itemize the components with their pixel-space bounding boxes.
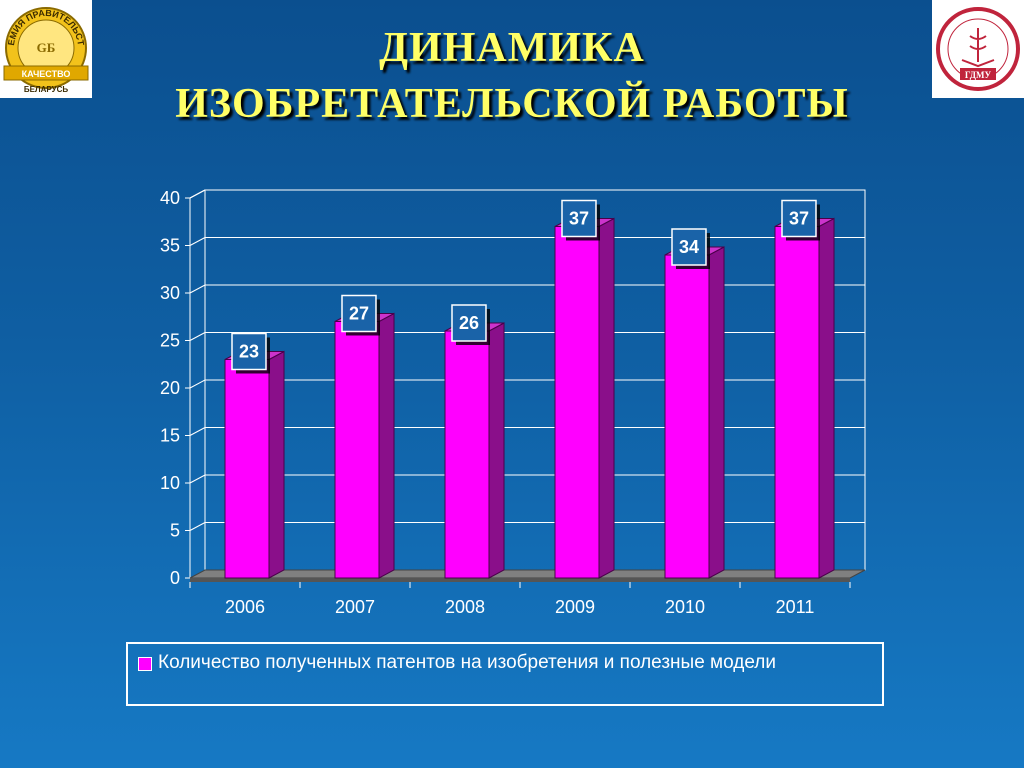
gridline-depth bbox=[189, 474, 206, 484]
x-tick-label: 2008 bbox=[445, 597, 485, 617]
gridline-depth bbox=[189, 522, 206, 531]
y-tick-label: 25 bbox=[160, 331, 180, 351]
gridline-depth bbox=[189, 284, 206, 294]
x-tick-label: 2007 bbox=[335, 597, 375, 617]
value-label: 23 bbox=[239, 342, 259, 362]
x-tick-label: 2010 bbox=[665, 597, 705, 617]
value-label: 37 bbox=[789, 209, 809, 229]
svg-text:GБ: GБ bbox=[37, 40, 56, 55]
bar-side bbox=[268, 350, 285, 579]
gridline-depth bbox=[189, 427, 206, 436]
gridline-depth bbox=[189, 237, 206, 246]
y-tick-label: 10 bbox=[160, 473, 180, 493]
value-label-box bbox=[451, 304, 487, 342]
bar-chart: 0 5 10 15 20 25 30 35 40 23 2006 27 2007 26 2008 37 2009… bbox=[160, 188, 866, 617]
y-tick-label: 20 bbox=[160, 378, 180, 398]
bar bbox=[664, 254, 710, 579]
value-label-box bbox=[231, 332, 267, 371]
y-tick-label: 0 bbox=[170, 568, 180, 588]
x-tick-label: 2009 bbox=[555, 597, 595, 617]
bar-side bbox=[598, 217, 615, 579]
value-label: 27 bbox=[349, 304, 369, 324]
legend-label: Количество полученных патентов на изобре… bbox=[158, 652, 776, 673]
y-tick-label: 5 bbox=[170, 521, 180, 541]
university-emblem: ГДМУ bbox=[932, 0, 1024, 98]
gridline-depth bbox=[189, 379, 206, 389]
value-label-box bbox=[671, 228, 707, 266]
value-label: 34 bbox=[679, 237, 699, 257]
value-label-box bbox=[781, 199, 817, 238]
value-label: 37 bbox=[569, 209, 589, 229]
x-tick-label: 2006 bbox=[225, 597, 265, 617]
bar bbox=[224, 359, 270, 579]
slide-title-line2: ИЗОБРЕТАТЕЛЬСКОЙ РАБОТЫ bbox=[175, 81, 849, 127]
chart-floor bbox=[189, 569, 866, 579]
value-label-box bbox=[561, 199, 597, 238]
svg-text:БЕЛАРУСЬ: БЕЛАРУСЬ bbox=[24, 85, 68, 94]
y-tick-label: 40 bbox=[160, 188, 180, 208]
legend-swatch bbox=[138, 657, 152, 671]
bar-side bbox=[488, 322, 505, 579]
slide-title-line1: ДИНАМИКА bbox=[379, 25, 645, 71]
bar-side bbox=[708, 246, 725, 579]
y-tick-label: 35 bbox=[160, 236, 180, 256]
svg-text:КАЧЕСТВО: КАЧЕСТВО bbox=[22, 69, 71, 79]
bar bbox=[774, 226, 820, 579]
bar-side bbox=[378, 312, 395, 579]
quality-award-logo: ПРЕМИЯ ПРАВИТЕЛЬСТВА GБ КАЧЕСТВО БЕЛАРУС… bbox=[0, 0, 92, 98]
bar bbox=[554, 226, 600, 579]
gridline-depth bbox=[189, 189, 206, 199]
chart-legend: Количество полученных патентов на изобре… bbox=[126, 642, 884, 706]
svg-text:ГДМУ: ГДМУ bbox=[965, 70, 992, 80]
bar bbox=[334, 321, 380, 579]
value-label: 26 bbox=[459, 313, 479, 333]
value-label-box bbox=[341, 294, 377, 333]
y-tick-label: 30 bbox=[160, 283, 180, 303]
gridline-depth bbox=[189, 332, 206, 341]
bar-side bbox=[818, 217, 835, 579]
chart-floor-edge bbox=[190, 578, 850, 582]
bar bbox=[444, 330, 490, 579]
x-tick-label: 2011 bbox=[776, 597, 815, 617]
y-tick-label: 15 bbox=[160, 426, 180, 446]
